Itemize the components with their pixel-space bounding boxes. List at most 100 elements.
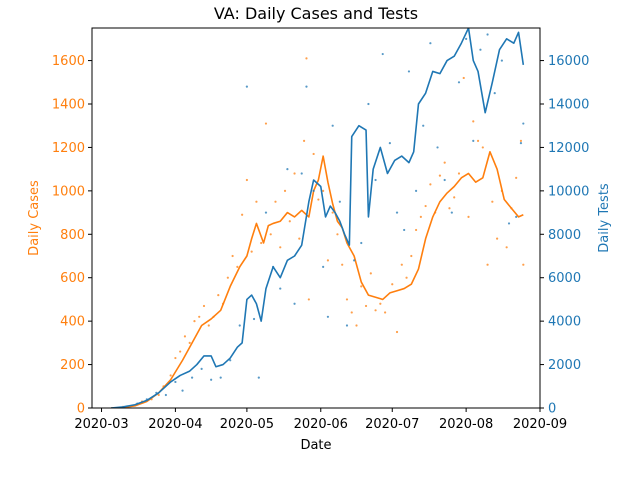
tests-daily-point	[245, 85, 248, 88]
tests-daily-point	[507, 222, 511, 225]
tests-daily-point	[472, 139, 475, 143]
cases-daily-point	[312, 152, 315, 156]
cases-daily-point	[405, 276, 408, 279]
cases-daily-point	[279, 246, 282, 249]
tests-daily-point	[519, 141, 523, 145]
cases-daily-point	[472, 120, 475, 123]
cases-daily-point	[345, 298, 349, 301]
right-y-tick-label: 0	[548, 402, 556, 417]
cases-daily-point	[491, 200, 494, 203]
tests-daily-point	[479, 48, 482, 51]
left-y-tick-label: 1600	[52, 54, 85, 69]
tests-daily-point	[353, 259, 356, 262]
cases-daily-point	[519, 139, 523, 143]
cases-daily-point	[169, 374, 172, 377]
cases-daily-point	[462, 76, 465, 80]
right-y-tick-label: 4000	[548, 315, 581, 330]
cases-daily-point	[379, 302, 382, 305]
cases-daily-point	[202, 304, 206, 308]
tests-daily-point	[200, 367, 203, 371]
tests-daily-point	[238, 324, 241, 327]
cases-daily-point	[522, 263, 525, 266]
cases-daily-point	[419, 215, 422, 219]
cases-daily-point	[157, 393, 160, 397]
cases-daily-point	[260, 241, 263, 245]
cases-daily-point	[274, 200, 277, 203]
cases-daily-point	[457, 172, 461, 175]
left-y-axis-label: Daily Cases	[27, 180, 42, 256]
tests-daily-point	[286, 168, 289, 171]
tests-daily-point	[312, 189, 315, 192]
cases-daily-point	[341, 263, 344, 266]
cases-daily-point	[391, 283, 394, 286]
cases-daily-point	[410, 254, 413, 258]
tests-daily-point	[443, 178, 446, 182]
right-y-tick-label: 8000	[548, 228, 581, 243]
x-tick-label: 2020-06	[294, 417, 348, 432]
cases-daily-point	[476, 139, 480, 143]
tests-daily-point	[436, 146, 439, 149]
cases-daily-point	[331, 211, 334, 214]
plot-area	[110, 28, 525, 408]
tests-daily-point	[293, 302, 296, 305]
right-y-tick-label: 6000	[548, 271, 581, 286]
tests-daily-point	[181, 389, 184, 392]
cases-daily-point	[448, 207, 451, 210]
x-tick-label: 2020-05	[220, 417, 274, 432]
tests-daily-point	[429, 42, 432, 45]
cases-daily-point	[241, 213, 244, 216]
left-y-tick-label: 0	[77, 402, 85, 417]
cases-daily-point	[515, 176, 518, 179]
tests-daily-point	[457, 81, 461, 84]
tests-daily-point	[322, 265, 325, 268]
x-tick-label: 2020-08	[439, 417, 493, 432]
cases-daily-point	[207, 324, 210, 327]
right-y-axis-label: Daily Tests	[597, 183, 612, 253]
x-axis-label: Date	[300, 438, 331, 453]
tests-daily-point	[252, 317, 256, 321]
x-tick-label: 2020-09	[513, 417, 567, 432]
tests-daily-point	[374, 178, 377, 182]
cases-daily-point	[245, 178, 248, 182]
cases-daily-point	[505, 246, 508, 249]
cases-daily-point	[183, 335, 187, 338]
left-y-tick-label: 1000	[52, 184, 85, 199]
tests-daily-point	[326, 315, 330, 318]
tests-daily-point	[522, 122, 525, 125]
tests-daily-point	[219, 376, 222, 379]
cases-daily-point	[496, 237, 499, 240]
cases-daily-point	[395, 330, 399, 334]
tests-daily-point	[403, 228, 406, 232]
tests-daily-point	[174, 380, 177, 384]
right-y-tick-label: 14000	[548, 98, 589, 113]
cases-daily-point	[481, 146, 484, 149]
cases-daily-point	[326, 259, 330, 262]
cases-daily-point	[384, 311, 387, 314]
cases-daily-point	[302, 139, 306, 143]
tests-daily-point	[486, 33, 489, 36]
right-y-tick-label: 16000	[548, 54, 589, 69]
cases-daily-point	[283, 189, 287, 192]
right-y-tick-label: 2000	[548, 358, 581, 373]
cases-daily-point	[298, 237, 301, 240]
tests-daily-point	[279, 287, 282, 290]
cases-daily-point	[364, 304, 368, 308]
x-tick-label: 2020-07	[365, 417, 419, 432]
cases-daily-point	[336, 233, 339, 236]
cases-daily-point	[424, 204, 427, 208]
cases-daily-point	[269, 233, 272, 236]
tests-daily-point	[210, 378, 213, 381]
cases-daily-point	[255, 200, 258, 203]
left-y-tick-label: 800	[60, 228, 85, 243]
tests-daily-point	[515, 215, 518, 219]
cases-daily-point	[236, 265, 239, 268]
tests-daily-point	[381, 52, 384, 56]
series-group	[110, 28, 525, 408]
cases-daily-point	[226, 276, 229, 279]
cases-daily-point	[231, 254, 234, 258]
tests-daily-point	[493, 92, 496, 95]
cases-daily-point	[414, 228, 418, 232]
tests-daily-point	[338, 200, 341, 203]
tests-daily-point	[465, 37, 468, 40]
